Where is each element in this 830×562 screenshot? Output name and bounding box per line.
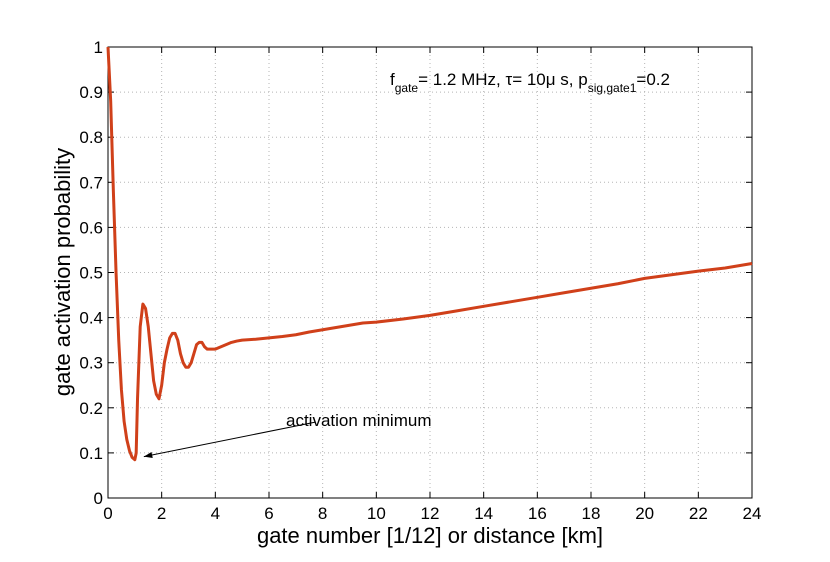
x-tick-label: 0: [103, 504, 112, 523]
x-tick-label: 8: [318, 504, 327, 523]
param-f-sub: gate: [395, 81, 419, 95]
y-tick-label: 0.5: [79, 264, 103, 283]
param-mid: = 1.2 MHz, τ= 10μ s, p: [418, 70, 588, 89]
y-tick-label: 0: [94, 489, 103, 508]
annotation-arrow: [143, 421, 316, 458]
x-axis-label: gate number [1/12] or distance [km]: [257, 523, 603, 548]
annotation-activation-minimum: activation minimum: [286, 411, 432, 430]
series-line: [106, 46, 753, 462]
y-tick-label: 0.3: [79, 354, 103, 373]
y-tick-label: 0.6: [79, 218, 103, 237]
param-tail: =0.2: [636, 70, 670, 89]
x-tick-label: 14: [474, 504, 493, 523]
y-tick-label: 0.9: [79, 83, 103, 102]
x-tick-label: 16: [528, 504, 547, 523]
x-tick-label: 24: [743, 504, 762, 523]
x-tick-label: 12: [421, 504, 440, 523]
param-annotation: fgate= 1.2 MHz, τ= 10μ s, psig,gate1=0.2: [390, 70, 670, 95]
x-tick-label: 2: [157, 504, 166, 523]
param-p-sub: sig,gate1: [588, 81, 637, 95]
param-f: f: [390, 70, 395, 89]
x-tick-label: 18: [582, 504, 601, 523]
annotation-arrowhead: [143, 451, 153, 459]
y-tick-label: 0.7: [79, 173, 103, 192]
x-tick-label: 22: [689, 504, 708, 523]
grid: [108, 47, 752, 498]
y-tick-label: 0.8: [79, 128, 103, 147]
y-tick-label: 0.2: [79, 399, 103, 418]
x-tick-label: 10: [367, 504, 386, 523]
y-axis-label: gate activation probability: [50, 148, 75, 396]
y-tick-label: 0.1: [79, 444, 103, 463]
ticks: 0 2 4 6 8 10 12 14 16 18 20 22 2400.10.20.30.40.50.6…: [79, 38, 761, 523]
x-tick-label: 6: [264, 504, 273, 523]
x-tick-label: 20: [635, 504, 654, 523]
y-tick-label: 1: [94, 38, 103, 57]
y-tick-label: 0.4: [79, 309, 103, 328]
x-tick-label: 4: [211, 504, 220, 523]
